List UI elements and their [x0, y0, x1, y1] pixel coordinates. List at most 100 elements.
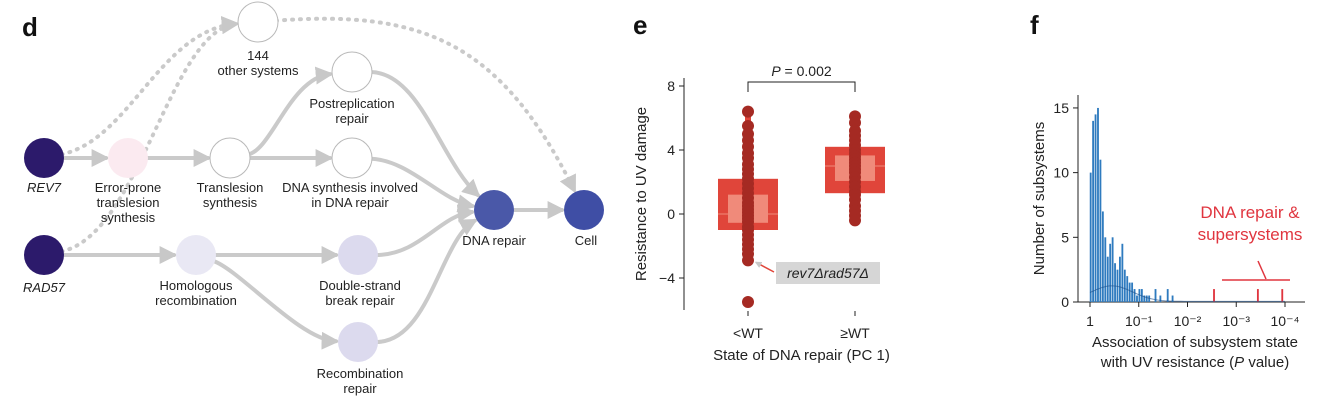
panel-letter-f: f	[1030, 10, 1039, 40]
f-x-tick-label: 1	[1086, 313, 1094, 329]
f-hist-bar	[1123, 269, 1126, 302]
f-y-tick-label: 0	[1061, 294, 1069, 310]
network-edges	[59, 16, 577, 350]
node-rev7	[24, 138, 64, 178]
error-prone-tls-label: Error-prone translesion synthesis	[95, 180, 161, 225]
f-hist-bar	[1128, 282, 1131, 302]
edge-tls-post	[245, 66, 334, 157]
node-dsyn	[331, 137, 373, 179]
f-highlight-bar	[1213, 289, 1215, 302]
e-x-tick-label: ≥WT	[840, 325, 870, 341]
boxplot-area: −4 0 4 8 Resistance to UV damage <WT ≥WT State …	[633, 63, 890, 364]
node-hr	[176, 235, 216, 275]
edge-other-cell	[273, 16, 577, 194]
f-highlight-annotation: supersystems	[1198, 225, 1303, 244]
f-hist-bar	[1092, 120, 1095, 302]
e-data-point	[742, 105, 754, 118]
recombination-repair-label: Recombination repair	[317, 366, 404, 396]
e-data-point	[742, 254, 754, 267]
f-hist-bar	[1133, 289, 1136, 302]
dsb-repair-label: Double-strand break repair	[319, 278, 401, 308]
translesion-synthesis-label: Translesion synthesis	[197, 180, 264, 210]
f-y-axis-label: Number of subsystems	[1031, 122, 1048, 275]
edge-rad57-other	[59, 16, 240, 254]
f-hist-bar	[1166, 289, 1169, 302]
f-x-tick-label: 10⁻³	[1222, 313, 1250, 329]
homologous-recombination-label: Homologous recombination	[155, 278, 237, 308]
edge-dsb-dnarep	[374, 204, 476, 257]
f-hist-bar	[1121, 243, 1124, 302]
node-post	[331, 51, 373, 93]
f-hist-bar	[1104, 237, 1107, 302]
f-hist-bar	[1109, 243, 1112, 302]
dna-synthesis-label: DNA synthesis involved in DNA repair	[282, 180, 418, 210]
f-x-tick-label: 10⁻¹	[1125, 313, 1153, 329]
panel-letter-e: e	[633, 10, 647, 40]
e-y-tick-label: 8	[667, 78, 675, 94]
f-hist-bar	[1119, 256, 1121, 302]
other-systems-label: 144 other systems	[218, 48, 299, 78]
f-hist-bar	[1143, 295, 1146, 302]
f-y-tick-label: 15	[1053, 100, 1069, 116]
f-highlight-annotation: DNA repair &	[1200, 203, 1300, 222]
panel-d-network: d 144 other systems Postreplication repair R…	[22, 1, 604, 396]
f-hist-bar	[1106, 256, 1109, 302]
f-hist-bar	[1131, 282, 1134, 302]
f-hist-bar	[1154, 289, 1157, 302]
f-x-tick-label: 10⁻⁴	[1271, 313, 1300, 329]
postreplication-repair-label: Postreplication repair	[309, 96, 394, 126]
edge-post-dnarep	[368, 70, 481, 198]
f-x-axis-label-line1: Association of subsystem state	[1092, 334, 1298, 351]
e-data-point	[849, 214, 861, 227]
f-density-curve	[1089, 285, 1285, 302]
f-hist-bar	[1171, 295, 1174, 302]
f-highlight-bar	[1256, 289, 1259, 302]
f-hist-bar	[1159, 295, 1162, 302]
f-hist-bar	[1099, 159, 1102, 302]
e-p-value: P = 0.002	[771, 63, 832, 79]
e-x-axis-label: State of DNA repair (PC 1)	[713, 347, 890, 364]
e-callout-box	[776, 262, 880, 284]
panel-e-boxplot: e −4 0 4 8 Resistance to UV damage <WT ≥WT Stat…	[633, 10, 890, 364]
edge-recrep-dnarep	[374, 218, 478, 344]
dna-repair-label: DNA repair	[462, 233, 526, 248]
e-x-tick-label: <WT	[733, 325, 763, 341]
cell-label: Cell	[575, 233, 598, 248]
f-y-tick-label: 5	[1061, 229, 1069, 245]
f-hist-bar	[1138, 289, 1141, 302]
f-x-axis-label-line2: with UV resistance (P value)	[1100, 354, 1289, 371]
f-hist-bar	[1114, 263, 1116, 302]
f-hist-bar	[1089, 172, 1092, 302]
e-y-tick-label: 4	[667, 142, 675, 158]
rad57-label: RAD57	[23, 280, 66, 295]
f-hist-bar	[1097, 107, 1099, 302]
edge-dsyn-dnarep	[367, 156, 476, 213]
rev7-label: REV7	[27, 180, 62, 195]
e-callout-arrow	[754, 261, 775, 273]
e-y-axis-label: Resistance to UV damage	[633, 107, 650, 281]
f-hist-bar	[1145, 295, 1148, 302]
e-callout-label: rev7Δrad57Δ	[787, 265, 869, 281]
node-recrep	[338, 322, 378, 362]
network-nodes: 144 other systems Postreplication repair REV…	[23, 1, 604, 396]
f-hist-bar	[1094, 114, 1097, 302]
panel-f-histogram: f 0 5 10 15 Number of subsystems 1 10⁻¹ 10⁻² 10⁻…	[1030, 10, 1305, 371]
node-other	[237, 1, 279, 43]
f-hist-bar	[1116, 269, 1119, 302]
e-data-point	[742, 296, 754, 308]
f-hist-bar	[1101, 211, 1104, 302]
f-hist-bar	[1136, 295, 1138, 302]
f-highlight-bar	[1281, 289, 1284, 302]
e-significance-bracket	[747, 81, 856, 92]
histogram-area: 0 5 10 15 Number of subsystems 1 10⁻¹ 10⁻² 10⁻³ 1…	[1031, 95, 1305, 371]
node-ep	[108, 138, 148, 178]
e-y-tick-label: 0	[667, 206, 675, 222]
node-rad57	[24, 235, 64, 275]
node-dsb	[338, 235, 378, 275]
e-y-tick-label: −4	[659, 270, 675, 286]
panel-letter-d: d	[22, 12, 38, 42]
edge-hr-recrep	[211, 258, 340, 350]
f-annotation-pointer	[1257, 260, 1267, 280]
f-y-tick-label: 10	[1053, 165, 1069, 181]
